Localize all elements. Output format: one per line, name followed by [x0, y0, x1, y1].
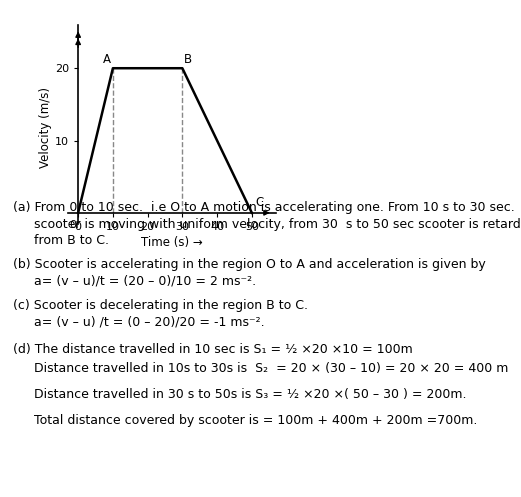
Text: A: A: [103, 53, 111, 66]
Text: Distance travelled in 10s to 30s is  S₂  = 20 × (30 – 10) = 20 × 20 = 400 m: Distance travelled in 10s to 30s is S₂ =…: [34, 362, 508, 375]
Text: scooter is moving with uniform velocity, from 30  s to 50 sec scooter is retardi: scooter is moving with uniform velocity,…: [34, 218, 521, 231]
Text: (c) Scooter is decelerating in the region B to C.: (c) Scooter is decelerating in the regio…: [13, 299, 308, 312]
Text: from B to C.: from B to C.: [34, 234, 109, 247]
Y-axis label: Velocity (m/s)  : Velocity (m/s): [39, 80, 52, 168]
Text: (d) The distance travelled in 10 sec is S₁ = ½ ×20 ×10 = 100m: (d) The distance travelled in 10 sec is …: [13, 343, 413, 356]
Text: 0: 0: [69, 220, 77, 230]
Text: C: C: [255, 196, 264, 209]
Text: Distance travelled in 30 s to 50s is S₃ = ½ ×20 ×( 50 – 30 ) = 200m.: Distance travelled in 30 s to 50s is S₃ …: [34, 388, 466, 401]
Text: (b) Scooter is accelerating in the region O to A and acceleration is given by: (b) Scooter is accelerating in the regio…: [13, 258, 486, 271]
Text: (a) From 0 to 10 sec.  i.e O to A motion is accelerating one. From 10 s to 30 se: (a) From 0 to 10 sec. i.e O to A motion …: [13, 201, 515, 214]
Text: Total distance covered by scooter is = 100m + 400m + 200m =700m.: Total distance covered by scooter is = 1…: [34, 414, 477, 426]
Text: B: B: [184, 53, 192, 66]
Text: a= (v – u)/t = (20 – 0)/10 = 2 ms⁻².: a= (v – u)/t = (20 – 0)/10 = 2 ms⁻².: [34, 275, 256, 288]
Text: a= (v – u) /t = (0 – 20)/20 = -1 ms⁻².: a= (v – u) /t = (0 – 20)/20 = -1 ms⁻².: [34, 316, 265, 329]
X-axis label: Time (s) →: Time (s) →: [141, 236, 203, 249]
